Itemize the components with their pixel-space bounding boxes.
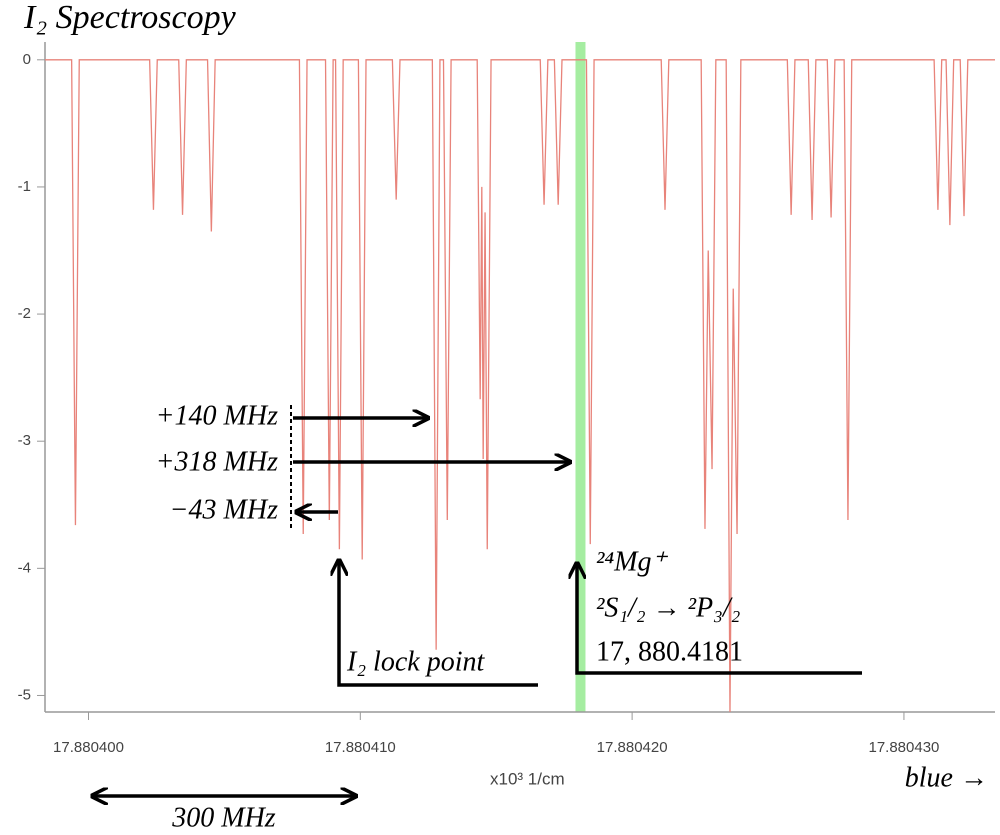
arrow [339, 560, 538, 687]
annotation: ²⁴Mg⁺ [596, 546, 668, 577]
annotation: −43 MHz [170, 494, 278, 525]
y-tick-label: 0 [23, 51, 31, 68]
x-tick-label: 17.880420 [597, 739, 668, 756]
highlight-band [575, 42, 586, 712]
annotation: I₂ lock point [346, 646, 485, 677]
annotation: +318 MHz [156, 446, 278, 477]
y-tick-label: -5 [18, 686, 31, 703]
x-tick-label: 17.880410 [325, 739, 396, 756]
x-axis-label: x10³ 1/cm [490, 769, 565, 788]
y-tick-label: -1 [18, 178, 31, 195]
annotations: +140 MHz +318 MHz −43 MHz I₂ lock point … [92, 400, 988, 833]
annotation: 17, 880.4181 [596, 636, 743, 667]
arrow [577, 563, 862, 675]
y-tick-label: -4 [18, 559, 31, 576]
annotation: ²S₁/₂ → ²P₃/₂ [596, 592, 741, 623]
chart-title: I₂ Spectroscopy [23, 0, 237, 36]
x-tick-label: 17.880400 [53, 739, 124, 756]
annotation: blue → [905, 762, 988, 793]
y-tick-label: -2 [18, 305, 31, 322]
x-tick-label: 17.880430 [868, 739, 939, 756]
annotation: +140 MHz [156, 400, 278, 431]
annotation: 300 MHz [171, 802, 276, 833]
y-tick-label: -3 [18, 432, 31, 449]
spectrum-line [45, 59, 995, 713]
plot-background [37, 42, 995, 720]
